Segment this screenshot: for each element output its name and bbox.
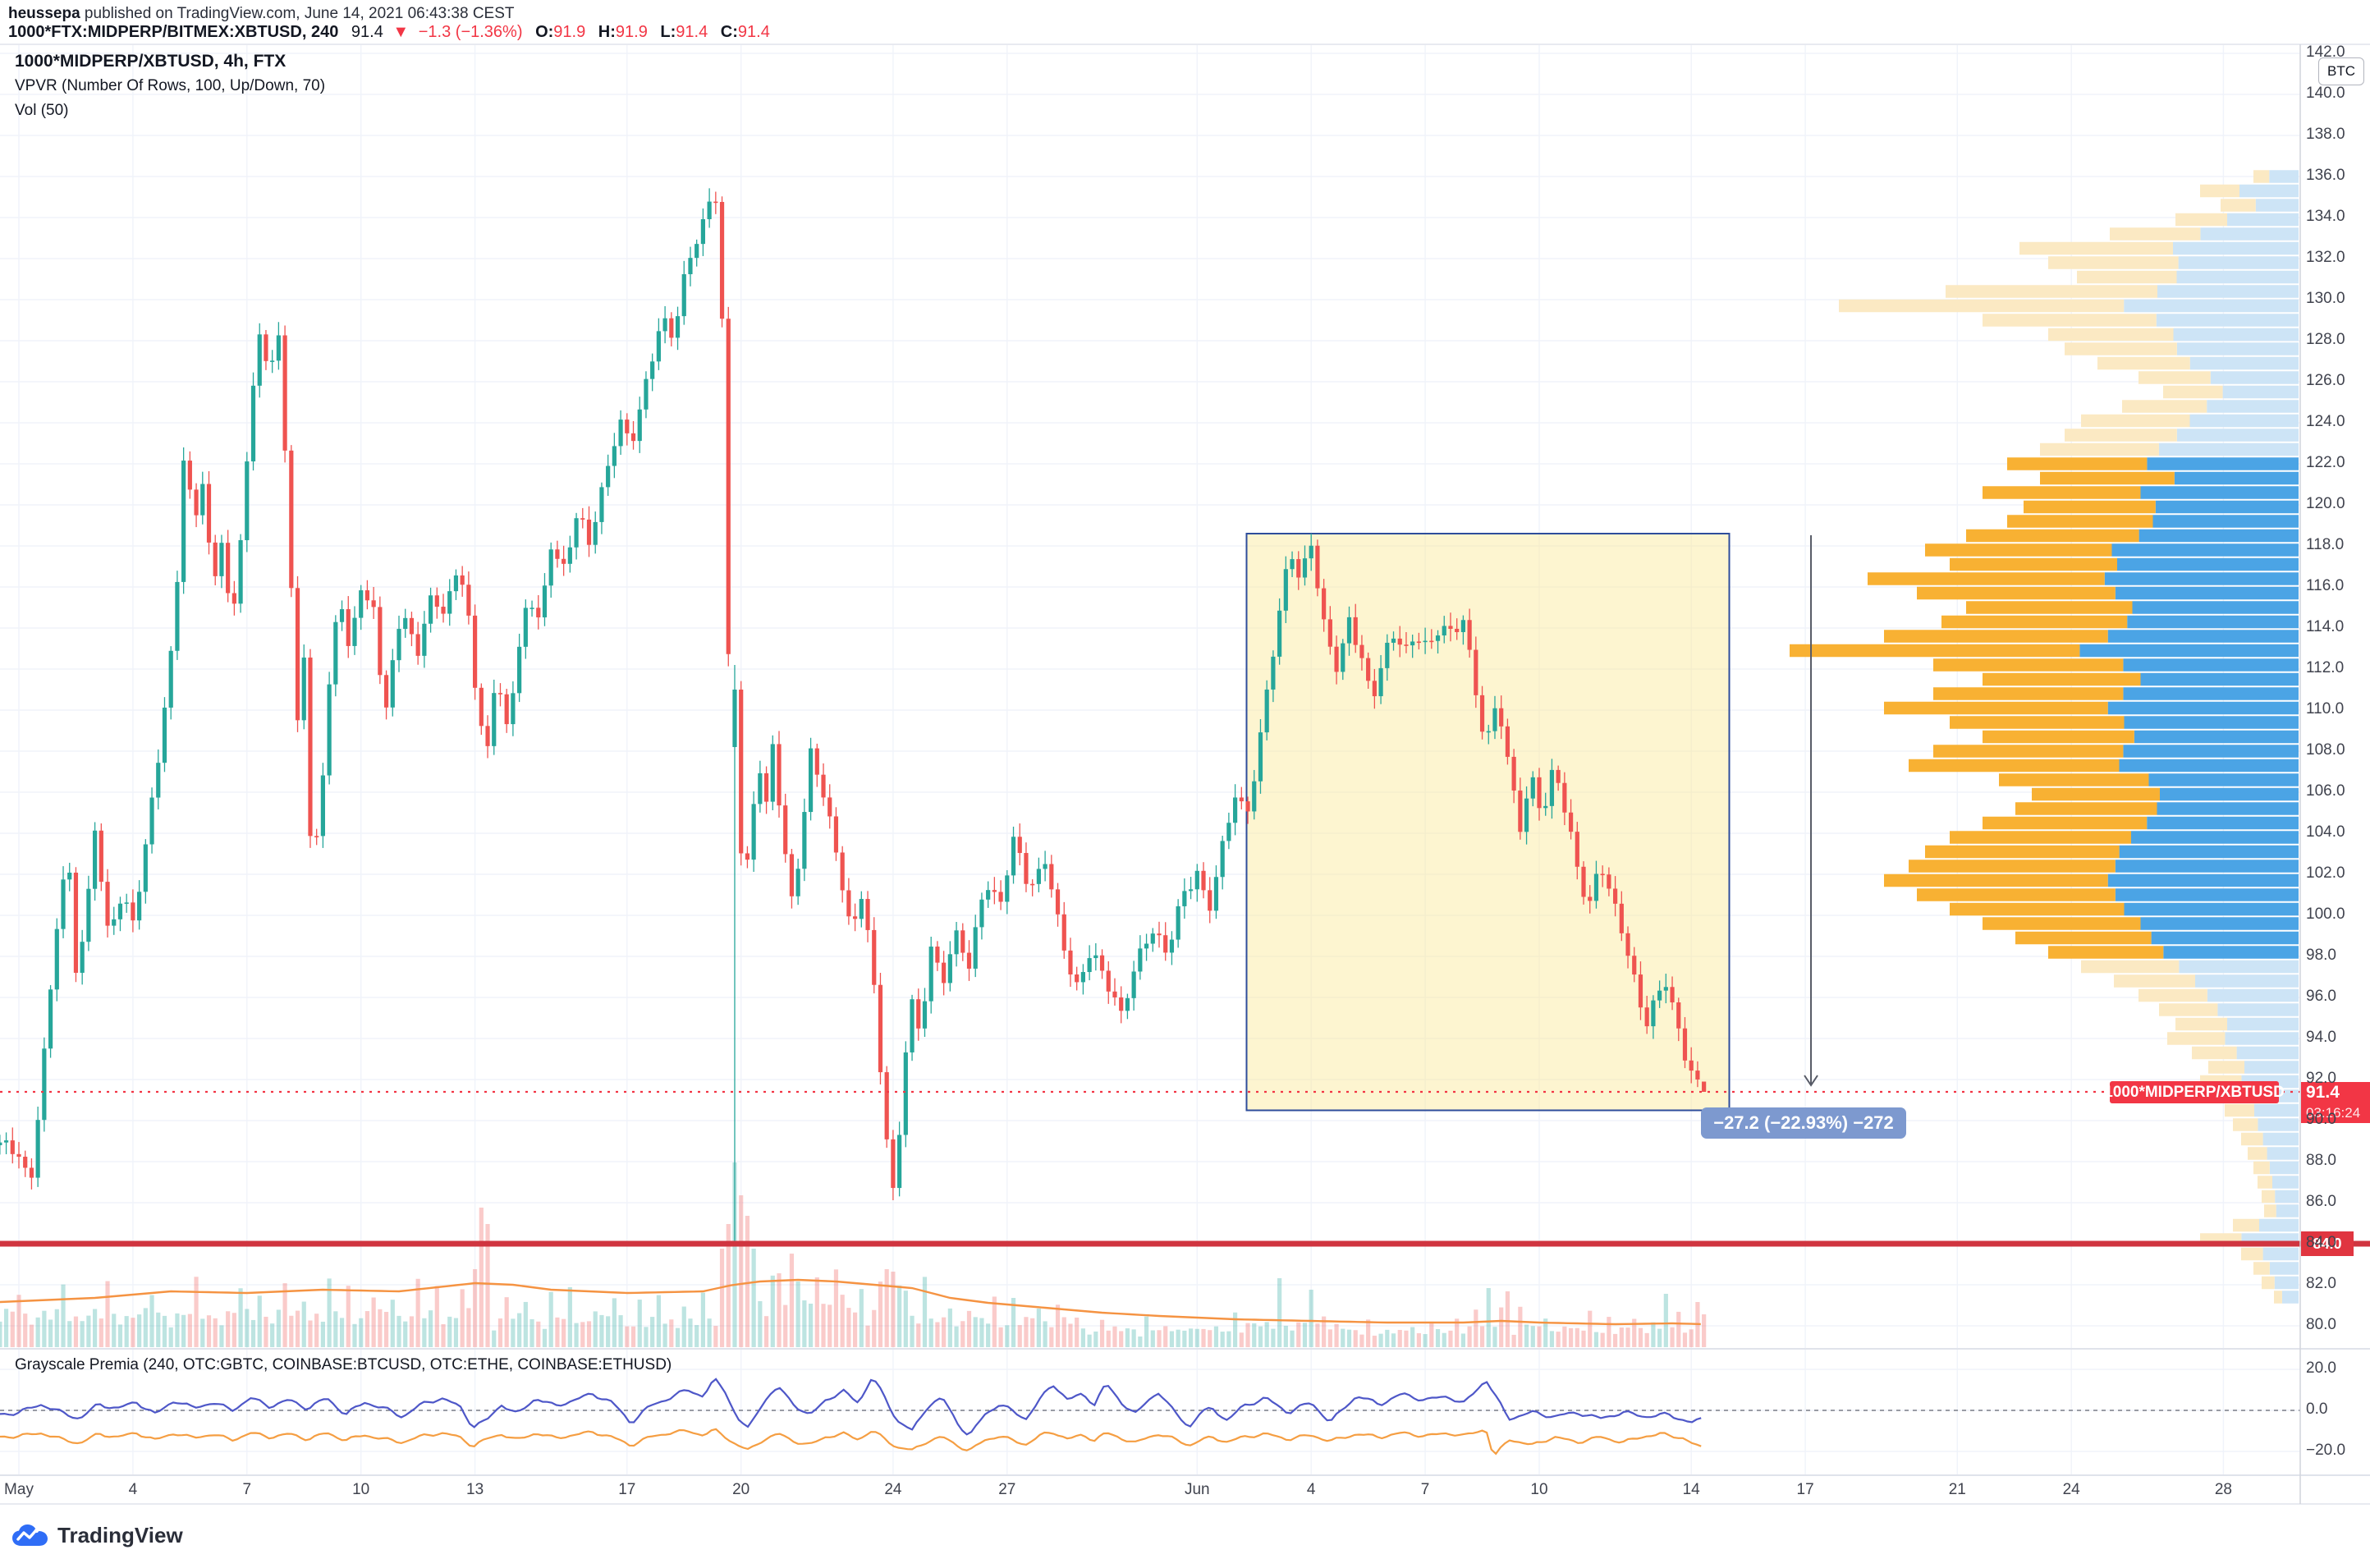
- price-axis-label: 110.0: [2306, 700, 2345, 718]
- low-value: 91.4: [676, 23, 708, 41]
- price-axis-label: 92.0: [2306, 1070, 2336, 1087]
- price-axis-label: 130.0: [2306, 290, 2345, 307]
- time-axis-label: 7: [242, 1481, 252, 1498]
- publish-text: published on TradingView.com, June 14, 2…: [80, 5, 515, 22]
- chart-legend[interactable]: 1000*MIDPERP/XBTUSD, 4h, FTX VPVR (Numbe…: [15, 49, 325, 123]
- bar-countdown: 03:16:24: [2306, 1105, 2361, 1121]
- price-axis-label: 88.0: [2306, 1152, 2336, 1169]
- legend-symbol[interactable]: 1000*MIDPERP/XBTUSD, 4h, FTX: [15, 52, 287, 71]
- indicator-axis-label: −20.0: [2306, 1442, 2346, 1459]
- price-axis-label: 84.0: [2306, 1234, 2336, 1251]
- price-axis-label: 96.0: [2306, 988, 2336, 1005]
- time-axis-label: 4: [128, 1481, 138, 1498]
- price-axis-label: 128.0: [2306, 331, 2345, 348]
- price-change: −1.3 (−1.36%): [418, 23, 523, 41]
- time-axis-label: 13: [466, 1481, 484, 1498]
- price-axis-label: 118.0: [2306, 536, 2345, 553]
- price-axis-label: 138.0: [2306, 126, 2345, 143]
- time-axis-label: 4: [1306, 1481, 1316, 1498]
- price-axis-label: 132.0: [2306, 249, 2345, 266]
- time-axis-label: 10: [1530, 1481, 1548, 1498]
- time-axis-label: 21: [1948, 1481, 1966, 1498]
- time-axis-label: May: [4, 1481, 34, 1498]
- tradingview-logo[interactable]: TradingView: [11, 1523, 183, 1548]
- price-axis-label: 122.0: [2306, 454, 2345, 471]
- price-axis-label: 114.0: [2306, 618, 2345, 635]
- price-axis-label: 134.0: [2306, 208, 2345, 225]
- time-axis-label: 17: [618, 1481, 636, 1498]
- price-axis-label: 142.0: [2306, 44, 2345, 61]
- currency-toggle-button[interactable]: BTC: [2318, 57, 2364, 85]
- high-value: 91.9: [615, 23, 648, 41]
- time-axis-label: 20: [732, 1481, 750, 1498]
- last-price: 91.4: [351, 23, 383, 41]
- indicator-axis-label: 0.0: [2306, 1401, 2328, 1418]
- price-axis-label: 94.0: [2306, 1029, 2336, 1046]
- time-axis-label: 24: [884, 1481, 902, 1498]
- gbtc-premium-line: [0, 1378, 1702, 1436]
- time-axis-label: 27: [998, 1481, 1016, 1498]
- price-axis-label: 120.0: [2306, 495, 2345, 512]
- price-axis-label: 108.0: [2306, 741, 2345, 759]
- symbol-name: 1000*FTX:MIDPERP/BITMEX:XBTUSD, 240: [8, 23, 339, 41]
- tradingview-cloud-icon: [12, 1524, 48, 1546]
- price-axis-label: 80.0: [2306, 1316, 2336, 1333]
- tradingview-logo-text: TradingView: [57, 1523, 183, 1547]
- legend-grayscale-premia[interactable]: Grayscale Premia (240, OTC:GBTC, COINBAS…: [15, 1356, 672, 1373]
- high-label: H:: [598, 23, 616, 41]
- time-axis-label: 24: [2062, 1481, 2080, 1498]
- price-axis-label: 82.0: [2306, 1275, 2336, 1292]
- price-axis-label: 126.0: [2306, 372, 2345, 389]
- close-value: 91.4: [737, 23, 770, 41]
- time-axis-label: 28: [2214, 1481, 2232, 1498]
- low-label: L:: [660, 23, 676, 41]
- time-axis-label: Jun: [1184, 1481, 1210, 1498]
- legend-vpvr[interactable]: VPVR (Number Of Rows, 100, Up/Down, 70): [15, 77, 326, 94]
- price-axis-label: 98.0: [2306, 947, 2336, 964]
- close-label: C:: [720, 23, 738, 41]
- time-axis-label: 7: [1420, 1481, 1430, 1498]
- current-price-value: 91.4: [2306, 1083, 2340, 1102]
- alert-price-axis-tag[interactable]: 84.0: [2301, 1231, 2354, 1256]
- price-axis-label: 100.0: [2306, 905, 2345, 923]
- ethe-premium-line: [0, 1428, 1702, 1456]
- price-axis-label: 124.0: [2306, 413, 2345, 430]
- time-axis-label: 17: [1796, 1481, 1814, 1498]
- publish-line: heussepa published on TradingView.com, J…: [8, 5, 515, 23]
- symbol-info-line: 1000*FTX:MIDPERP/BITMEX:XBTUSD, 240 91.4…: [8, 23, 770, 42]
- time-axis-label: 10: [352, 1481, 370, 1498]
- legend-volume[interactable]: Vol (50): [15, 102, 69, 119]
- indicator-axis-label: 20.0: [2306, 1359, 2336, 1377]
- author-name: heussepa: [8, 5, 80, 22]
- current-price-axis-tag[interactable]: 91.4 03:16:24: [2301, 1082, 2370, 1123]
- price-axis-label: 112.0: [2306, 659, 2345, 676]
- measurement-label[interactable]: −27.2 (−22.93%) −272: [1701, 1107, 1906, 1139]
- price-axis-label: 140.0: [2306, 85, 2345, 102]
- open-value: 91.9: [553, 23, 586, 41]
- down-arrow-icon: ▼: [392, 23, 410, 41]
- time-axis-label: 14: [1682, 1481, 1700, 1498]
- price-axis-label: 102.0: [2306, 864, 2345, 882]
- price-axis-label: 106.0: [2306, 782, 2345, 800]
- price-axis-label: 116.0: [2306, 577, 2345, 594]
- price-line-symbol-tag[interactable]: 1000*MIDPERP/XBTUSD: [2104, 1081, 2285, 1103]
- price-axis-label: 86.0: [2306, 1193, 2336, 1210]
- price-axis-label: 90.0: [2306, 1111, 2336, 1128]
- price-axis-label: 104.0: [2306, 823, 2345, 841]
- price-axis-label: 136.0: [2306, 167, 2345, 184]
- open-label: O:: [535, 23, 554, 41]
